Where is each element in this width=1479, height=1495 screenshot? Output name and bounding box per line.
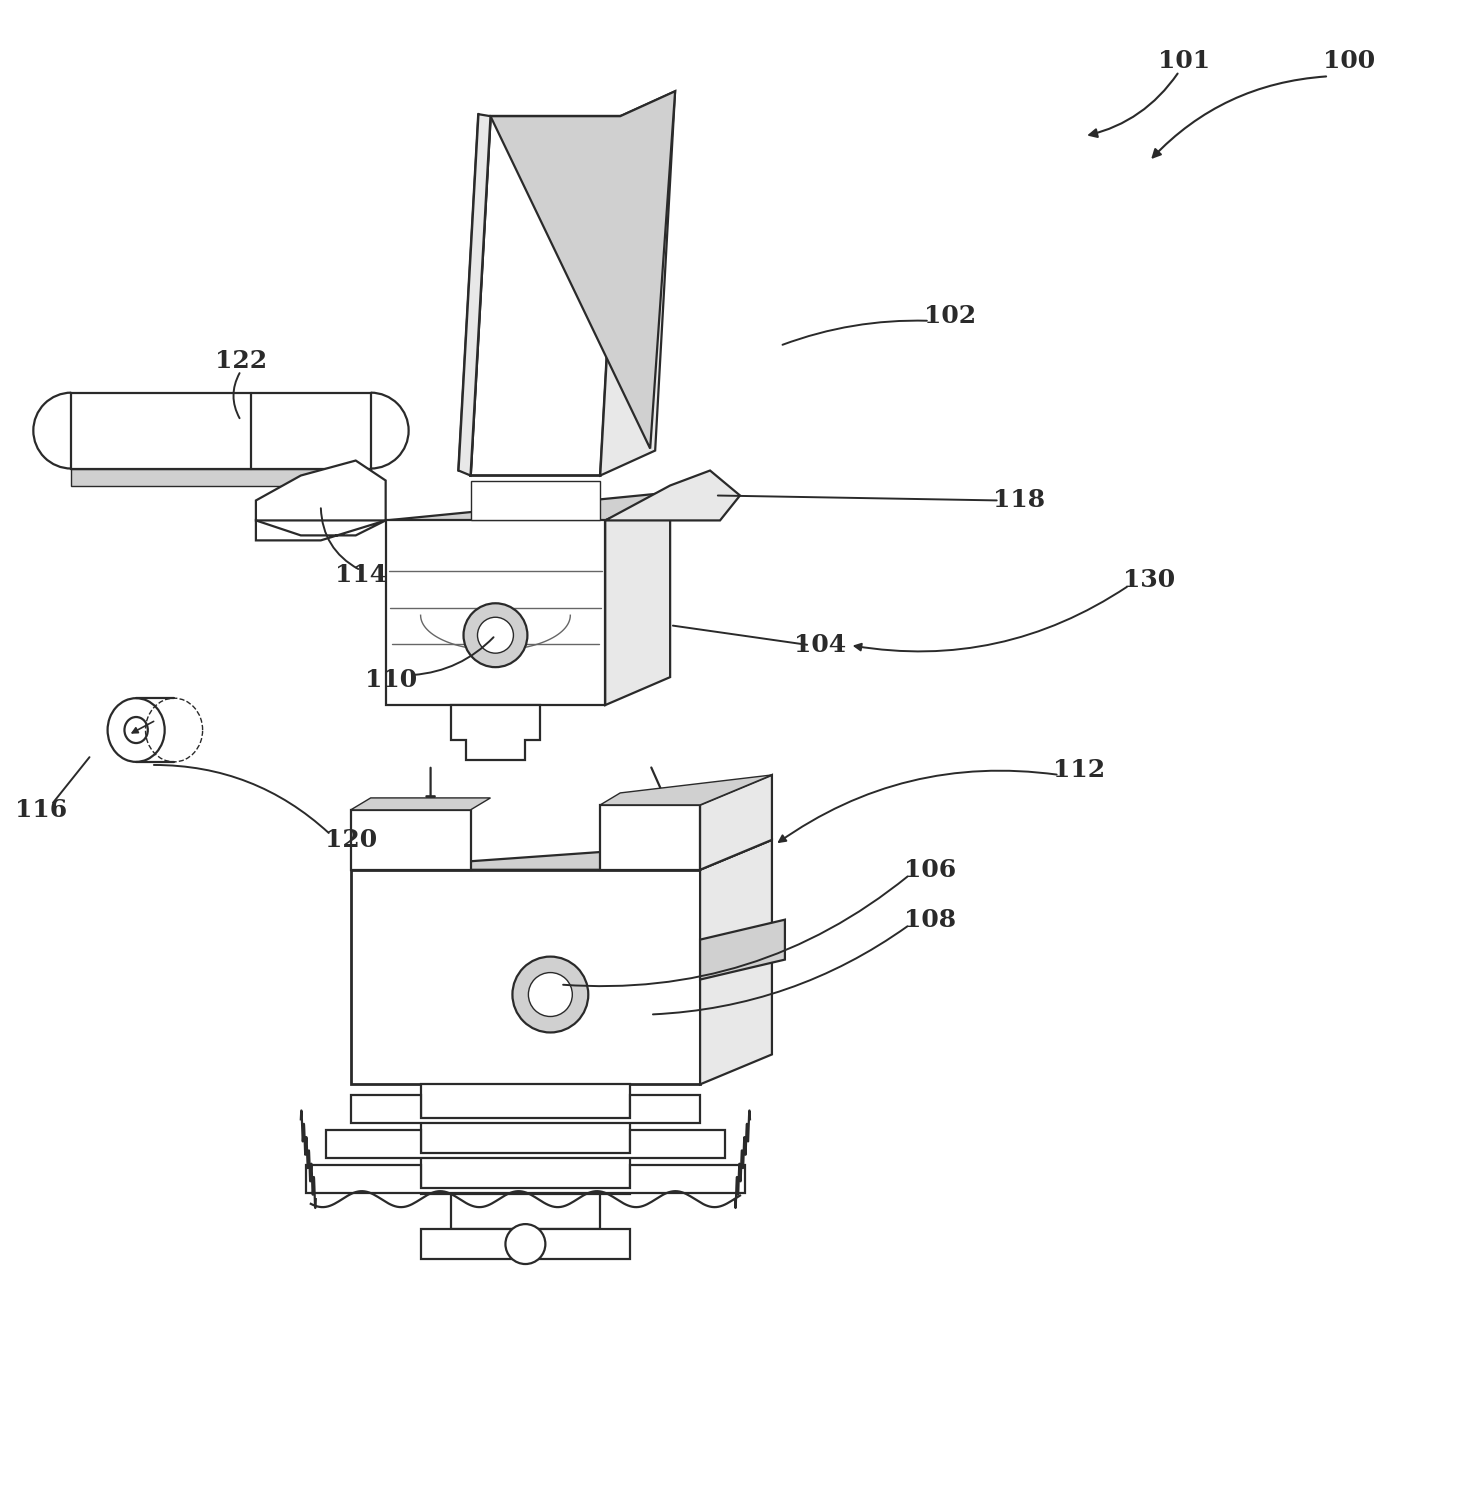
Polygon shape (351, 870, 700, 1084)
Text: 118: 118 (994, 489, 1046, 513)
Polygon shape (470, 117, 620, 475)
Polygon shape (600, 774, 772, 804)
Polygon shape (491, 91, 674, 448)
Polygon shape (351, 810, 470, 870)
Polygon shape (451, 706, 540, 759)
Polygon shape (386, 492, 670, 520)
Polygon shape (600, 91, 674, 475)
Text: 108: 108 (904, 907, 955, 931)
Circle shape (506, 1224, 546, 1265)
Text: 101: 101 (1158, 49, 1210, 73)
Polygon shape (600, 804, 700, 870)
Polygon shape (71, 468, 371, 486)
Polygon shape (325, 1130, 725, 1159)
Text: 106: 106 (904, 858, 955, 882)
Text: 104: 104 (794, 634, 846, 658)
Polygon shape (605, 471, 740, 520)
Polygon shape (351, 840, 772, 870)
Text: 122: 122 (214, 348, 268, 372)
Polygon shape (136, 698, 175, 762)
Polygon shape (700, 840, 772, 1084)
Text: 112: 112 (1053, 758, 1105, 782)
Polygon shape (256, 460, 386, 520)
Polygon shape (451, 1195, 600, 1229)
Text: 116: 116 (15, 798, 68, 822)
Circle shape (463, 604, 528, 667)
Text: 102: 102 (923, 303, 976, 327)
Circle shape (478, 617, 513, 653)
Circle shape (512, 957, 589, 1033)
Text: 130: 130 (1123, 568, 1176, 592)
Polygon shape (420, 1229, 630, 1259)
Polygon shape (386, 520, 605, 706)
Polygon shape (351, 1096, 700, 1123)
Text: 120: 120 (325, 828, 377, 852)
Polygon shape (351, 798, 491, 810)
Circle shape (528, 973, 572, 1017)
Polygon shape (420, 1084, 630, 1195)
Polygon shape (306, 1165, 745, 1193)
Polygon shape (700, 774, 772, 870)
Polygon shape (700, 919, 785, 979)
Text: 100: 100 (1322, 49, 1375, 73)
Text: 114: 114 (334, 564, 387, 588)
Polygon shape (458, 114, 491, 475)
Text: 110: 110 (365, 668, 417, 692)
Polygon shape (256, 520, 386, 540)
Polygon shape (470, 480, 600, 520)
Polygon shape (605, 492, 670, 706)
Polygon shape (71, 393, 371, 468)
